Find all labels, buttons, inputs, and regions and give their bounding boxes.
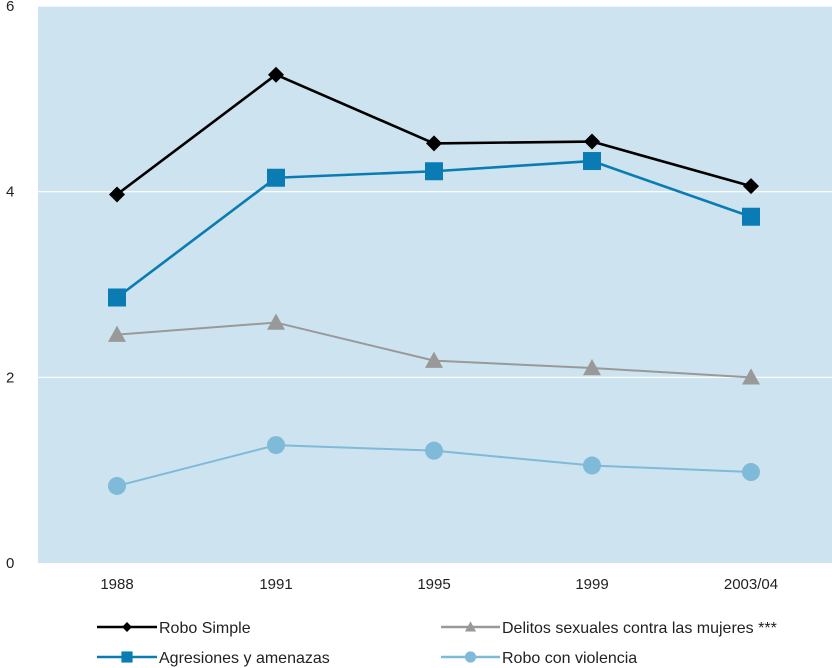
data-point: [583, 456, 601, 475]
legend-swatch-marker: [464, 621, 477, 632]
legend-swatch-marker: [122, 622, 132, 632]
data-point: [425, 351, 443, 368]
legend: Robo Simple Agresiones y amenazas Delitos …: [97, 620, 777, 667]
gridlines: [38, 5, 832, 378]
legend-label: Agresiones y amenazas: [159, 650, 330, 667]
data-point: [742, 368, 760, 385]
legend-item: Robo con violencia: [441, 650, 637, 667]
data-point: [425, 162, 443, 181]
legend-label: Robo Simple: [159, 620, 251, 637]
legend-item: Agresiones y amenazas: [97, 650, 330, 667]
data-point: [267, 436, 285, 455]
x-tick-label: 1999: [575, 576, 608, 593]
data-point: [268, 66, 284, 83]
x-tick-label: 1988: [100, 576, 133, 593]
x-tick-label: 1995: [417, 576, 450, 593]
y-tick-label: 2: [6, 369, 14, 386]
series-triangle: [108, 313, 760, 385]
series-diamond: [109, 66, 759, 203]
plot-area: [38, 6, 832, 563]
data-point: [743, 178, 759, 195]
y-tick-label: 0: [6, 555, 14, 572]
legend-swatch-marker: [121, 651, 133, 663]
data-point: [742, 207, 760, 226]
data-point: [742, 463, 760, 482]
data-point: [108, 288, 126, 307]
y-axis-ticks: 0 2 4 6: [6, 0, 14, 572]
legend-swatch-marker: [464, 651, 477, 663]
x-axis-ticks: 1988 1991 1995 1999 2003/04: [100, 576, 778, 593]
legend-label: Delitos sexuales contra las mujeres ***: [502, 620, 777, 637]
data-point: [425, 441, 443, 460]
series-circle: [108, 436, 760, 495]
series-square: [108, 152, 760, 307]
data-point: [583, 152, 601, 171]
series-layer: [108, 66, 760, 495]
data-point: [267, 313, 285, 330]
y-tick-label: 6: [6, 0, 14, 15]
data-point: [267, 168, 285, 187]
y-tick-label: 4: [6, 184, 14, 201]
x-tick-label: 1991: [259, 576, 292, 593]
data-point: [583, 359, 601, 376]
legend-item: Delitos sexuales contra las mujeres ***: [441, 620, 777, 637]
data-point: [108, 325, 126, 342]
legend-item: Robo Simple: [97, 620, 251, 637]
data-point: [584, 133, 600, 150]
x-tick-label: 2003/04: [724, 576, 778, 593]
data-point: [426, 135, 442, 152]
legend-label: Robo con violencia: [502, 650, 637, 667]
data-point: [109, 186, 125, 203]
data-point: [108, 476, 126, 495]
